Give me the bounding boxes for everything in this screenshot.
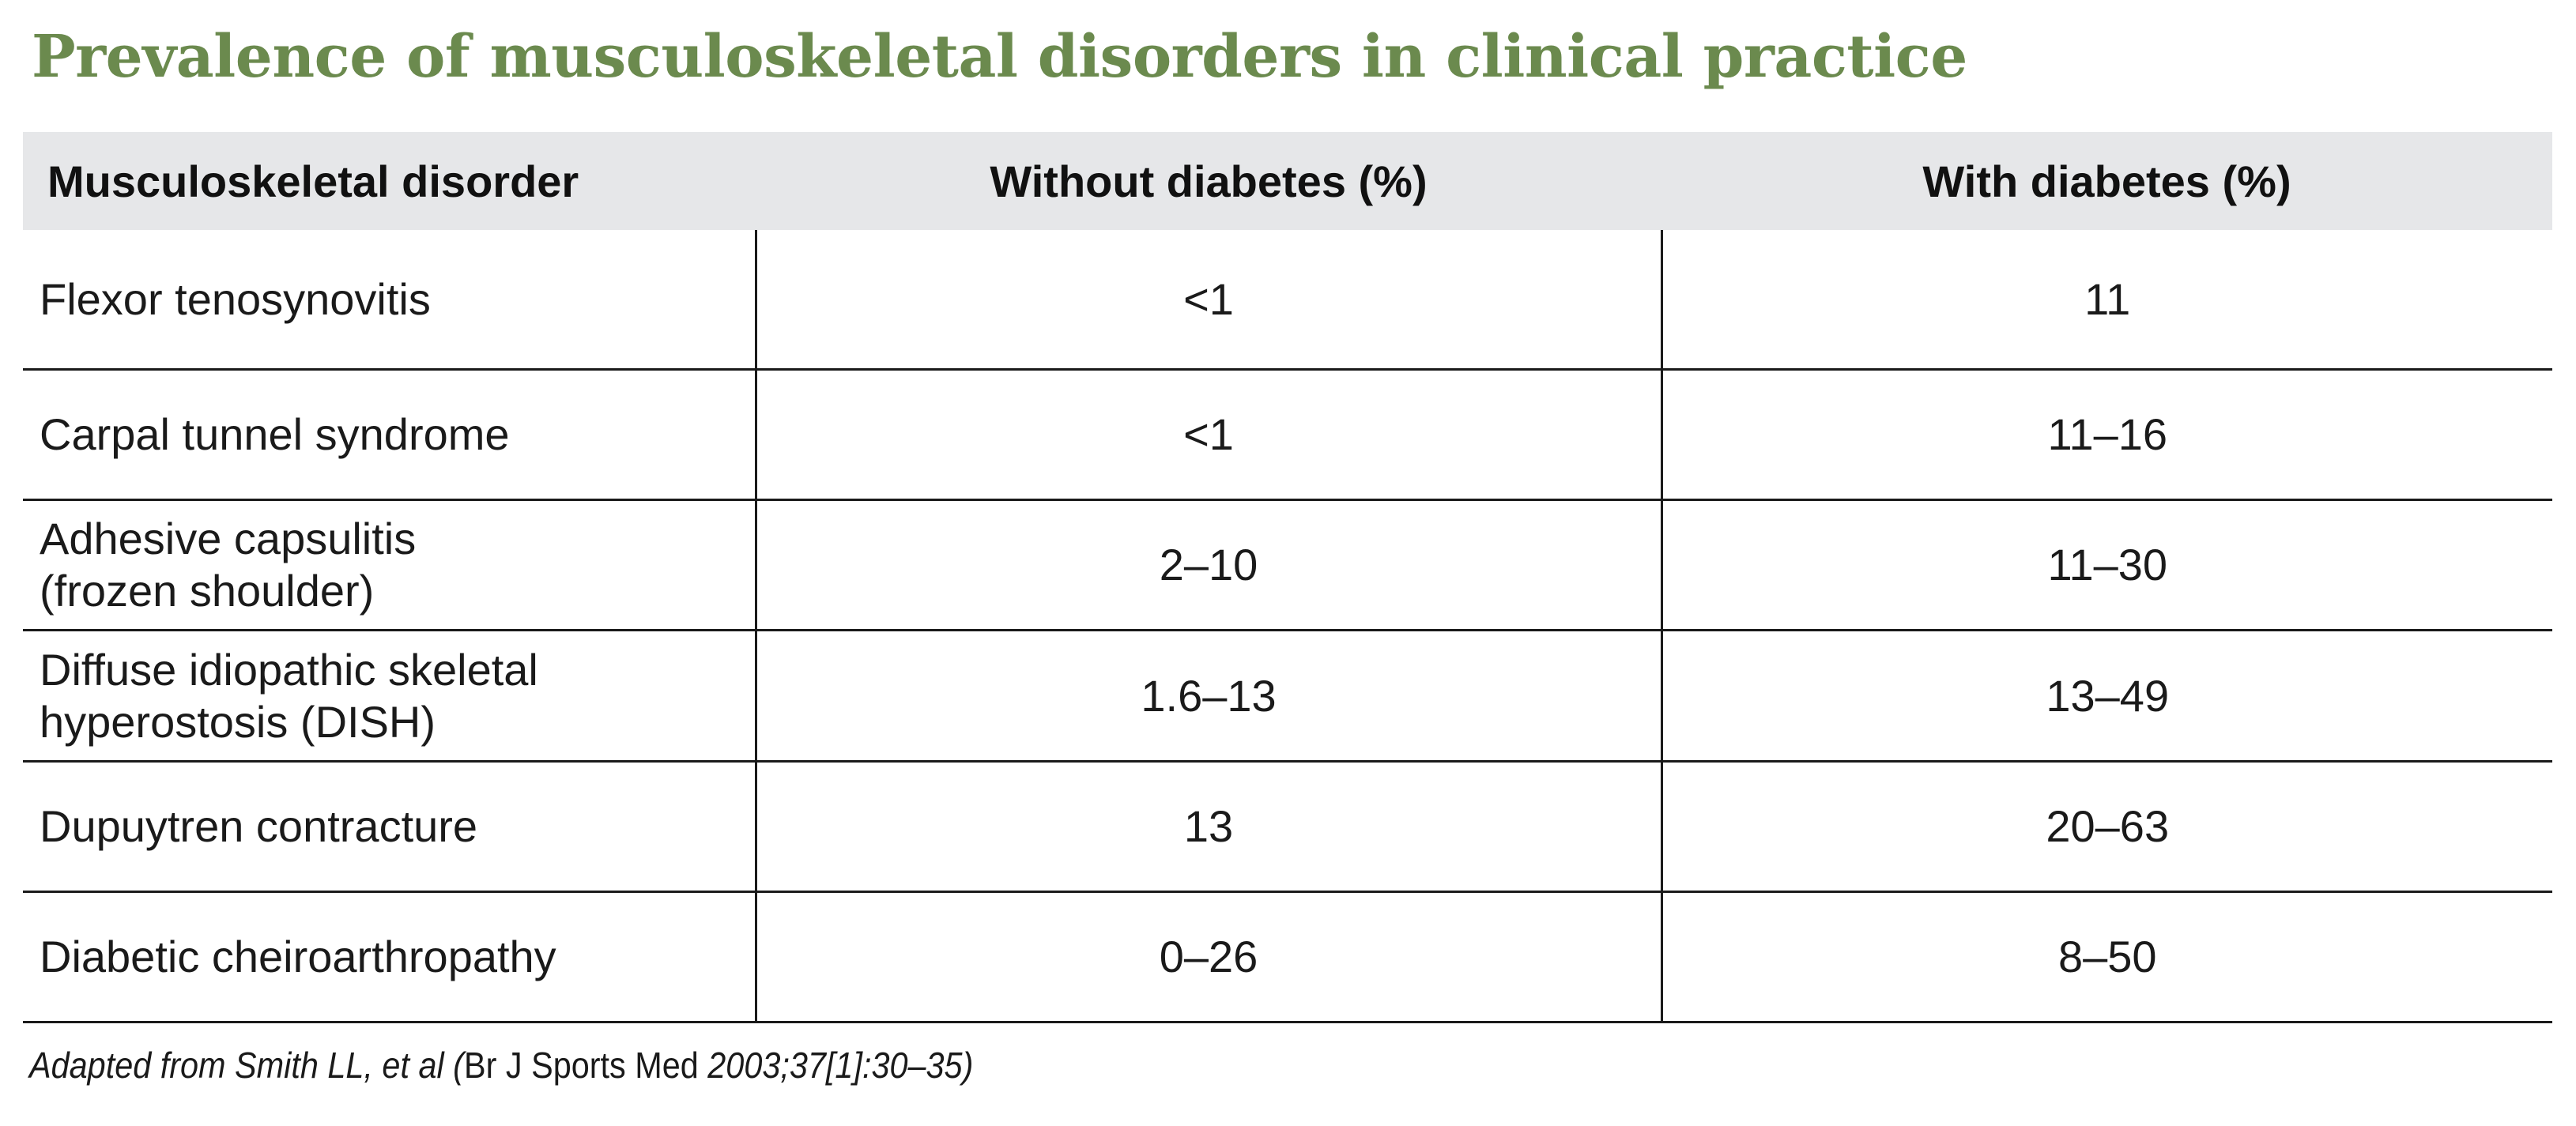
- without-diabetes-cell: 2–10: [754, 499, 1661, 631]
- table-header-row: Musculoskeletal disorder Without diabete…: [23, 132, 2552, 230]
- without-diabetes-cell: <1: [754, 230, 1661, 371]
- table-row: Diabetic cheiroarthropathy 0–26 8–50: [23, 891, 2552, 1023]
- footnote-journal: Br J Sports Med: [463, 1045, 699, 1086]
- table-row: Adhesive capsulitis (frozen shoulder) 2–…: [23, 499, 2552, 631]
- disorder-name-continued: (frozen shoulder): [40, 566, 375, 616]
- disorder-cell: Flexor tenosynovitis: [23, 230, 756, 371]
- disorder-name: Diabetic cheiroarthropathy: [40, 932, 556, 981]
- with-diabetes-cell: 11: [1660, 230, 2552, 371]
- header-with-diabetes: With diabetes (%): [1661, 132, 2552, 230]
- disorder-cell: Diffuse idiopathic skeletal hyperostosis…: [23, 630, 756, 763]
- footnote-citation: 2003;37[1]:30–35): [698, 1045, 974, 1086]
- table-row: Dupuytren contracture 13 20–63: [23, 761, 2552, 893]
- disorder-name: Flexor tenosynovitis: [40, 273, 431, 324]
- disorder-name: Diffuse idiopathic skeletal: [40, 644, 538, 695]
- header-disorder: Musculoskeletal disorder: [23, 132, 756, 230]
- with-diabetes-cell: 11–30: [1660, 499, 2552, 631]
- without-diabetes-cell: 1.6–13: [754, 630, 1661, 763]
- disorder-name: Adhesive capsulitis: [40, 514, 417, 563]
- page-title: Prevalence of musculoskeletal disorders …: [32, 23, 1967, 91]
- header-without-diabetes: Without diabetes (%): [756, 132, 1661, 230]
- disorder-name: Dupuytren contracture: [40, 801, 478, 851]
- with-diabetes-cell: 11–16: [1660, 369, 2552, 501]
- without-diabetes-cell: <1: [754, 369, 1661, 501]
- disorder-name-continued: hyperostosis (DISH): [40, 696, 436, 747]
- prevalence-table: Musculoskeletal disorder Without diabete…: [23, 132, 2552, 1023]
- disorder-cell: Adhesive capsulitis (frozen shoulder): [23, 499, 756, 631]
- table-row: Diffuse idiopathic skeletal hyperostosis…: [23, 630, 2552, 763]
- table-row: Carpal tunnel syndrome <1 11–16: [23, 369, 2552, 501]
- disorder-cell: Carpal tunnel syndrome: [23, 369, 756, 501]
- with-diabetes-cell: 8–50: [1660, 891, 2552, 1023]
- footnote-attribution: Adapted from Smith LL, et al (: [29, 1045, 464, 1086]
- without-diabetes-cell: 13: [754, 761, 1661, 893]
- without-diabetes-cell: 0–26: [754, 891, 1661, 1023]
- disorder-cell: Diabetic cheiroarthropathy: [23, 891, 756, 1023]
- with-diabetes-cell: 20–63: [1660, 761, 2552, 893]
- disorder-name: Carpal tunnel syndrome: [40, 409, 510, 459]
- source-footnote: Adapted from Smith LL, et al (Br J Sport…: [29, 1040, 973, 1090]
- disorder-cell: Dupuytren contracture: [23, 761, 756, 893]
- table-row: Flexor tenosynovitis <1 11: [23, 230, 2552, 371]
- with-diabetes-cell: 13–49: [1660, 630, 2552, 763]
